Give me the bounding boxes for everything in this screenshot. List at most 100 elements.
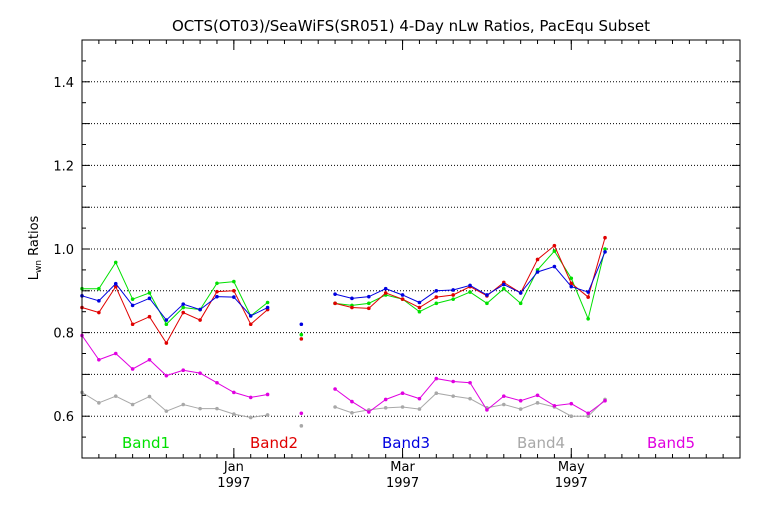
data-point	[383, 286, 388, 291]
data-point	[232, 279, 236, 284]
data-point	[569, 284, 574, 289]
data-point	[147, 357, 152, 362]
data-point	[434, 391, 439, 396]
data-point	[232, 289, 236, 293]
data-point	[215, 294, 219, 299]
data-point	[367, 294, 371, 299]
data-point	[468, 380, 472, 385]
data-point	[552, 403, 557, 408]
data-point	[130, 402, 135, 407]
y-tick-label: 1.4	[53, 76, 74, 91]
series-line	[81, 285, 268, 345]
series-band4	[80, 390, 607, 428]
data-point	[265, 413, 270, 417]
data-point	[232, 412, 236, 416]
data-point	[130, 367, 135, 371]
data-point	[535, 393, 540, 398]
data-point	[434, 295, 439, 299]
grid-layer	[82, 81, 740, 417]
data-point	[248, 395, 253, 400]
data-point	[603, 398, 607, 403]
data-point	[417, 309, 422, 314]
data-point	[518, 301, 523, 306]
data-point	[451, 297, 455, 301]
series-band5	[80, 333, 607, 416]
data-point	[603, 235, 607, 240]
data-point	[501, 394, 506, 398]
data-point	[552, 264, 557, 269]
data-point	[113, 281, 118, 286]
data-point	[97, 310, 101, 315]
y-tick-label: 1.0	[53, 243, 74, 258]
data-point	[333, 301, 337, 306]
data-point	[485, 301, 489, 306]
data-point	[113, 260, 118, 265]
data-point	[181, 402, 186, 407]
data-point	[383, 291, 388, 295]
y-axis-label: Lwn Ratios	[27, 215, 44, 280]
data-point	[383, 397, 388, 402]
data-point	[333, 405, 337, 409]
data-point	[417, 396, 422, 401]
x-tick-year: 1997	[217, 476, 250, 491]
series-band3	[80, 250, 607, 327]
data-point	[434, 289, 439, 293]
series-layer	[80, 235, 607, 428]
data-point	[147, 394, 152, 399]
data-point	[603, 250, 607, 254]
data-point	[130, 297, 135, 301]
data-point	[147, 291, 152, 295]
data-point	[181, 305, 186, 310]
x-tick-year: 1997	[555, 476, 588, 491]
data-point	[518, 407, 523, 411]
data-point	[367, 301, 371, 306]
data-point	[518, 398, 523, 403]
data-point	[164, 318, 169, 322]
data-point	[299, 424, 304, 428]
data-point	[97, 286, 101, 291]
data-point	[569, 414, 574, 419]
data-point	[113, 394, 118, 398]
data-point	[215, 281, 219, 286]
data-point	[451, 379, 455, 384]
data-point	[586, 290, 590, 294]
legend-entry: Band5	[647, 434, 695, 452]
series-line	[82, 261, 268, 326]
x-tick-month: May	[558, 460, 585, 475]
data-point	[198, 307, 202, 312]
data-point	[535, 257, 540, 262]
data-point	[350, 411, 354, 415]
data-point	[367, 306, 371, 311]
series-line	[334, 237, 606, 309]
legend-entry: Band2	[250, 434, 298, 452]
data-point	[400, 293, 405, 297]
data-point	[232, 390, 236, 395]
data-point	[400, 405, 405, 409]
y-tick-label: 0.6	[53, 410, 74, 425]
data-point	[265, 392, 270, 397]
data-point	[468, 283, 472, 288]
data-point	[485, 293, 489, 297]
data-point	[248, 322, 253, 327]
data-point	[113, 284, 118, 289]
data-point	[181, 310, 186, 315]
data-point	[468, 396, 472, 401]
series-line	[81, 391, 268, 418]
data-point	[198, 318, 202, 322]
data-point	[518, 291, 523, 295]
data-point	[434, 376, 439, 381]
data-point	[367, 410, 371, 414]
data-point	[181, 368, 186, 373]
data-point	[248, 415, 253, 420]
data-point	[501, 282, 506, 287]
data-point	[451, 394, 455, 398]
series-line	[81, 282, 268, 321]
series-line	[81, 335, 268, 398]
series-band1	[80, 247, 607, 337]
data-point	[501, 286, 506, 291]
data-point	[552, 249, 557, 253]
data-point	[299, 337, 304, 341]
legend-entry: Band4	[517, 434, 565, 452]
data-point	[181, 302, 186, 306]
